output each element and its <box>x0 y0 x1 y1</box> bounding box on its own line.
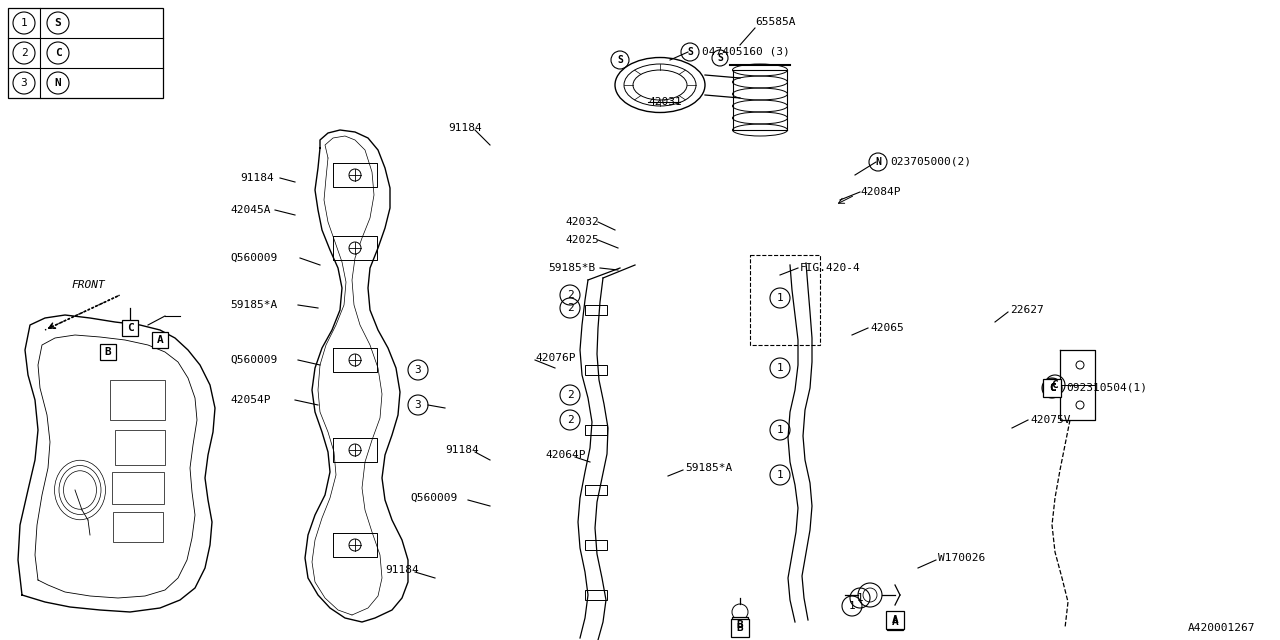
Text: 023806000(3): 023806000(3) <box>76 77 160 90</box>
Bar <box>1043 379 1061 397</box>
Text: B: B <box>736 623 744 633</box>
Text: 42032: 42032 <box>564 217 599 227</box>
Bar <box>887 614 902 630</box>
Text: 42075V: 42075V <box>1030 415 1070 425</box>
Text: B: B <box>736 620 744 630</box>
Text: A: A <box>892 615 899 625</box>
Text: C: C <box>127 323 133 333</box>
Text: S: S <box>617 55 623 65</box>
Text: 42025: 42025 <box>564 235 599 245</box>
Text: Q560009: Q560009 <box>410 493 457 503</box>
Text: 3: 3 <box>415 365 421 375</box>
Text: 023705000(2): 023705000(2) <box>890 157 972 167</box>
Bar <box>122 320 138 336</box>
Text: 65585A: 65585A <box>755 17 795 27</box>
Text: 2: 2 <box>20 48 27 58</box>
Bar <box>585 305 607 315</box>
Circle shape <box>349 539 361 551</box>
Text: 092310504(1): 092310504(1) <box>1066 383 1147 393</box>
Text: C: C <box>55 48 61 58</box>
Text: 2: 2 <box>567 390 573 400</box>
Text: 42084P: 42084P <box>860 187 901 197</box>
Text: Q560009: Q560009 <box>230 355 278 365</box>
Text: Q560009: Q560009 <box>230 253 278 263</box>
Circle shape <box>349 354 361 366</box>
Text: 2: 2 <box>567 303 573 313</box>
Text: 1: 1 <box>856 593 864 603</box>
Text: 42045A: 42045A <box>230 205 270 215</box>
Text: N: N <box>55 78 61 88</box>
Text: FRONT: FRONT <box>72 280 106 290</box>
Text: 1: 1 <box>777 470 783 480</box>
Circle shape <box>349 444 361 456</box>
Circle shape <box>349 242 361 254</box>
Circle shape <box>1076 401 1084 409</box>
Text: 1: 1 <box>849 601 855 611</box>
Bar <box>732 617 748 633</box>
Text: 1: 1 <box>20 18 27 28</box>
Text: 42064P: 42064P <box>545 450 585 460</box>
Text: 59185*A: 59185*A <box>685 463 732 473</box>
Bar <box>100 344 116 360</box>
Text: 1: 1 <box>777 293 783 303</box>
Bar <box>8 8 163 98</box>
Circle shape <box>349 169 361 181</box>
Bar <box>886 611 904 629</box>
Text: C: C <box>1048 383 1056 393</box>
Bar <box>750 255 820 345</box>
Text: W170026: W170026 <box>938 553 986 563</box>
Text: S: S <box>717 53 723 63</box>
Text: 047406120(3): 047406120(3) <box>76 17 160 29</box>
Bar <box>585 425 607 435</box>
Text: FIG.420-4: FIG.420-4 <box>800 263 860 273</box>
Text: 3: 3 <box>20 78 27 88</box>
Text: 2: 2 <box>567 415 573 425</box>
Text: 91184: 91184 <box>241 173 274 183</box>
Bar <box>585 365 607 375</box>
Bar <box>110 380 165 420</box>
Text: 59185*B: 59185*B <box>548 263 595 273</box>
Text: 047405160 (3): 047405160 (3) <box>701 47 790 57</box>
Text: C: C <box>1050 383 1055 393</box>
Text: 42054P: 42054P <box>230 395 270 405</box>
Bar <box>152 332 168 348</box>
Text: 59185*A: 59185*A <box>230 300 278 310</box>
Text: 42076P: 42076P <box>535 353 576 363</box>
Text: A: A <box>892 617 899 627</box>
Bar <box>113 512 163 542</box>
Text: 22627: 22627 <box>1010 305 1043 315</box>
Text: 1: 1 <box>777 425 783 435</box>
Text: C: C <box>1048 383 1056 393</box>
Text: 092313103(2): 092313103(2) <box>76 47 160 60</box>
Text: S: S <box>55 18 61 28</box>
Bar <box>113 472 164 504</box>
Text: 42031: 42031 <box>648 97 682 107</box>
Text: C: C <box>1052 380 1059 390</box>
Bar <box>585 540 607 550</box>
Text: 91184: 91184 <box>385 565 419 575</box>
Bar <box>585 590 607 600</box>
Text: N: N <box>876 157 881 167</box>
Bar <box>585 485 607 495</box>
Text: 42065: 42065 <box>870 323 904 333</box>
Text: 3: 3 <box>415 400 421 410</box>
Circle shape <box>1076 361 1084 369</box>
Text: B: B <box>105 347 111 357</box>
Text: S: S <box>687 47 692 57</box>
Text: 91184: 91184 <box>445 445 479 455</box>
Text: 91184: 91184 <box>448 123 481 133</box>
Text: A420001267: A420001267 <box>1188 623 1254 633</box>
Bar <box>731 619 749 637</box>
Bar <box>115 430 165 465</box>
Text: 2: 2 <box>567 290 573 300</box>
Text: 1: 1 <box>777 363 783 373</box>
Text: A: A <box>156 335 164 345</box>
